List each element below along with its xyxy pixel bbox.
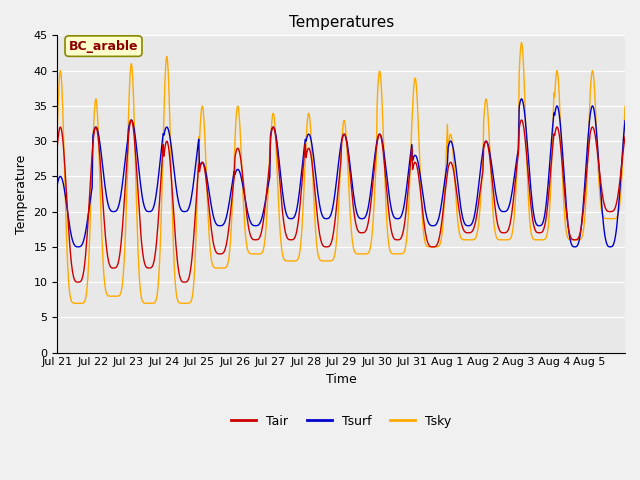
Tsurf — [54, 181, 61, 187]
Tsurf — [518, 96, 525, 102]
Y-axis label: Temperature: Temperature — [15, 154, 28, 234]
Line: Tair: Tair — [58, 120, 625, 282]
Tsurf — [432, 222, 440, 228]
Tsky — [74, 300, 82, 306]
Tair — [254, 237, 262, 242]
Tsky — [253, 251, 261, 257]
Tsky — [54, 124, 61, 130]
Tair — [621, 134, 629, 140]
Tsurf — [120, 168, 128, 173]
Tair — [121, 191, 129, 197]
Tsky — [433, 244, 440, 250]
Tair — [54, 142, 61, 148]
Tsurf — [225, 205, 232, 211]
Tsurf — [621, 118, 629, 123]
X-axis label: Time: Time — [326, 373, 356, 386]
Tsurf — [606, 244, 614, 250]
Tsky — [225, 253, 233, 259]
Tsky — [518, 40, 525, 46]
Tsky — [401, 248, 408, 254]
Line: Tsky: Tsky — [58, 43, 625, 303]
Tsky — [121, 246, 129, 252]
Tair — [74, 279, 82, 285]
Text: BC_arable: BC_arable — [68, 40, 138, 53]
Tair — [127, 117, 135, 123]
Tsky — [621, 104, 629, 109]
Title: Temperatures: Temperatures — [289, 15, 394, 30]
Tsurf — [253, 223, 260, 228]
Tair — [401, 216, 409, 221]
Tsurf — [400, 204, 408, 210]
Tsky — [275, 202, 282, 208]
Tair — [276, 173, 284, 179]
Tair — [433, 242, 441, 248]
Legend: Tair, Tsurf, Tsky: Tair, Tsurf, Tsky — [226, 409, 456, 432]
Line: Tsurf: Tsurf — [58, 99, 625, 247]
Tsurf — [274, 147, 282, 153]
Tair — [226, 216, 234, 222]
